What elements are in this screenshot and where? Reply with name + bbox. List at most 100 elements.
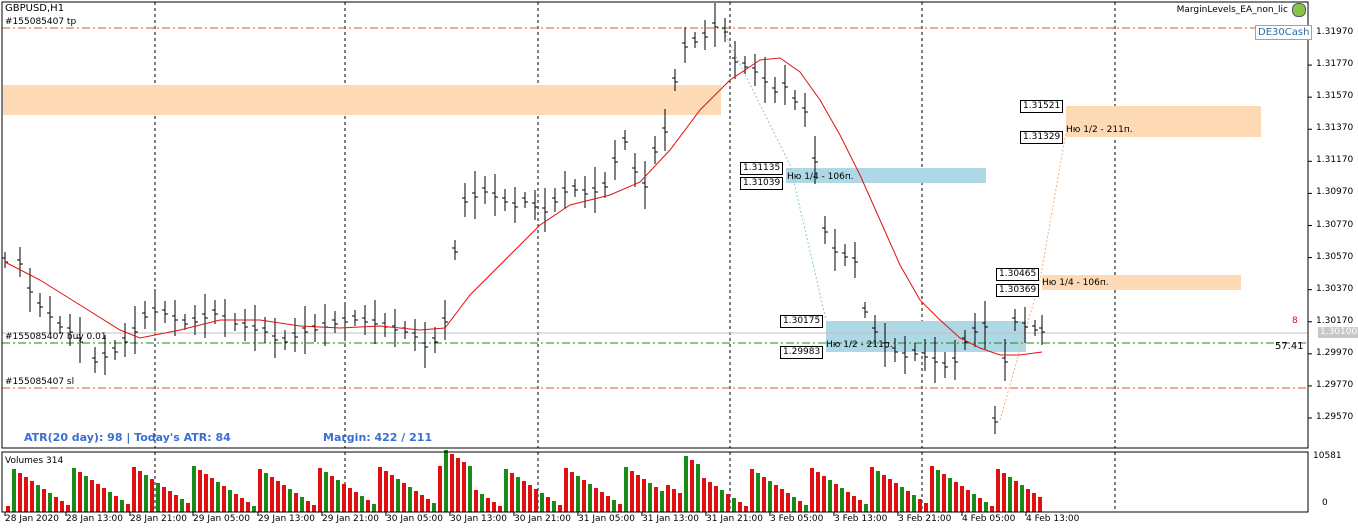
- main-frame: [1, 1, 1309, 449]
- volume-bar: [390, 475, 394, 512]
- low-zone-note: Ню 1/2 - 211п.: [826, 340, 893, 350]
- mid-zone-note: Ню 1/4 - 106п.: [787, 172, 854, 182]
- volume-bar: [300, 497, 304, 512]
- volume-bar: [600, 492, 604, 512]
- mid-blue-zone: [786, 168, 986, 183]
- volume-bar: [594, 488, 598, 512]
- volume-bar: [948, 478, 952, 512]
- zones: [3, 85, 1261, 352]
- right-mid-top-price: 1.30465: [996, 268, 1040, 281]
- time-label: 31 Jan 05:00: [578, 514, 635, 524]
- volume-bar: [234, 494, 238, 512]
- volume-frame: [1, 451, 1309, 513]
- volume-bar: [972, 494, 976, 512]
- volume-bar: [852, 496, 856, 512]
- upper-orange-zone: [1066, 106, 1261, 137]
- volume-bar: [150, 479, 154, 512]
- volume-bar: [378, 467, 382, 512]
- volume-bar: [120, 500, 124, 512]
- price-label: 1.30970: [1316, 187, 1354, 198]
- volume-bar: [684, 456, 688, 512]
- volume-bar: [834, 484, 838, 512]
- volume-bar: [564, 468, 568, 512]
- volume-bar: [330, 476, 334, 512]
- volume-bar: [144, 475, 148, 512]
- volume-bar: [282, 485, 286, 512]
- ea-indicator[interactable]: MarginLevels_EA_non_lic: [1177, 3, 1306, 17]
- volume-bar: [480, 494, 484, 512]
- volumes-title: Volumes 314: [5, 456, 64, 466]
- volume-bar: [672, 489, 676, 512]
- volume-bar: [624, 467, 628, 512]
- volume-bar: [912, 495, 916, 512]
- volume-bar: [816, 472, 820, 512]
- volume-bar: [552, 501, 556, 512]
- right-mid-bottom-price: 1.30369: [996, 284, 1040, 297]
- volume-bar: [738, 502, 742, 512]
- volume-bar: [252, 506, 256, 512]
- left-orange-zone: [3, 85, 721, 115]
- volume-bar: [642, 479, 646, 512]
- volume-bar: [690, 460, 694, 512]
- margin-text: Margin: 422 / 211: [323, 431, 433, 444]
- volume-bar: [36, 485, 40, 512]
- volume-bar: [828, 480, 832, 512]
- volume-bar: [138, 471, 142, 512]
- volume-bar: [102, 488, 106, 512]
- volume-bar: [822, 476, 826, 512]
- price-label: 1.29970: [1316, 347, 1354, 358]
- volume-bar: [174, 495, 178, 512]
- volume-bar: [1026, 489, 1030, 512]
- volume-bar: [348, 488, 352, 512]
- volume-bar: [420, 495, 424, 512]
- time-label: 3 Feb 05:00: [770, 514, 824, 524]
- volume-bar: [864, 504, 868, 512]
- ohlc-bars: [2, 3, 1045, 434]
- volume-bar: [612, 500, 616, 512]
- volume-bar: [30, 481, 34, 512]
- upper-zone-bottom-price: 1.31329: [1020, 131, 1064, 144]
- volume-bar: [942, 474, 946, 512]
- low-zone-bottom-price: 1.29983: [780, 346, 824, 359]
- time-label: 31 Jan 21:00: [706, 514, 763, 524]
- volume-bar: [1020, 485, 1024, 512]
- volume-bar: [444, 450, 448, 512]
- volume-bar: [870, 467, 874, 512]
- volume-bar: [132, 467, 136, 512]
- sl-label: #155085407 sl: [5, 377, 75, 387]
- volume-bar: [888, 479, 892, 512]
- volume-bar: [450, 454, 454, 512]
- volume-bar: [336, 480, 340, 512]
- volume-bar: [762, 477, 766, 512]
- volume-bar: [756, 473, 760, 512]
- volume-bar: [198, 470, 202, 512]
- volume-bar: [498, 506, 502, 512]
- mid-zone-bottom-price: 1.31039: [740, 177, 784, 190]
- volume-bar: [126, 504, 130, 512]
- volume-bar: [462, 462, 466, 512]
- buy-label: #155085407 buy 0.01: [5, 332, 107, 342]
- price-label: 1.29770: [1316, 379, 1354, 390]
- symbol-tag[interactable]: DE30Cash: [1255, 25, 1313, 40]
- volume-bar: [264, 473, 268, 512]
- mid-zone-top-price: 1.31135: [740, 162, 784, 175]
- grid: [154, 2, 1116, 512]
- volume-bar: [954, 482, 958, 512]
- volume-bar: [342, 484, 346, 512]
- fib-blue-line: [721, 27, 827, 321]
- volume-bar: [798, 501, 802, 512]
- current-price-tag: 1.30100: [1318, 327, 1358, 338]
- time-label: 4 Feb 13:00: [1026, 514, 1080, 524]
- volume-bar: [588, 484, 592, 512]
- time-label: 28 Jan 21:00: [130, 514, 187, 524]
- volume-bar: [1008, 477, 1012, 512]
- right-mid-orange-zone: [1042, 275, 1241, 290]
- volume-bar: [222, 486, 226, 512]
- volume-bar: [360, 496, 364, 512]
- time-label: 30 Jan 05:00: [386, 514, 443, 524]
- price-label: 1.30770: [1316, 219, 1354, 230]
- axes: [1, 1, 1312, 516]
- volume-bar: [228, 490, 232, 512]
